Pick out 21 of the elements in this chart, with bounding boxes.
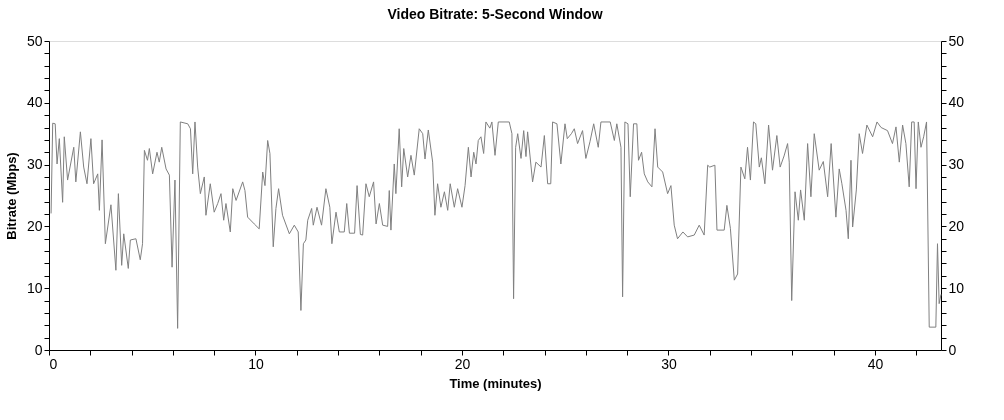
y2-tick-label: 50 [948,32,965,49]
y2-tick-label: 10 [948,279,965,296]
chart-title: Video Bitrate: 5-Second Window [387,6,603,22]
y-tick-label: 10 [26,279,43,296]
y2-tick-label: 20 [948,217,965,234]
x-tick-label: 0 [49,355,58,372]
y-tick-label: 50 [26,32,43,49]
x-tick-label: 10 [248,355,264,372]
x-axis-title: Time (minutes) [449,375,542,391]
y-tick-label: 40 [26,94,43,111]
y2-tick-label: 30 [948,156,965,173]
y-tick-label: 30 [26,156,43,173]
y2-tick-label: 40 [948,94,965,111]
y-axis-title: Bitrate (Mbps) [3,152,19,240]
line-series [50,121,942,329]
x-tick-label: 40 [867,355,884,372]
y-tick-label: 0 [34,341,43,358]
y-tick-label: 20 [26,217,43,234]
y2-tick-label: 0 [948,341,957,358]
x-tick-label: 20 [454,355,471,372]
x-tick-label: 30 [661,355,677,372]
